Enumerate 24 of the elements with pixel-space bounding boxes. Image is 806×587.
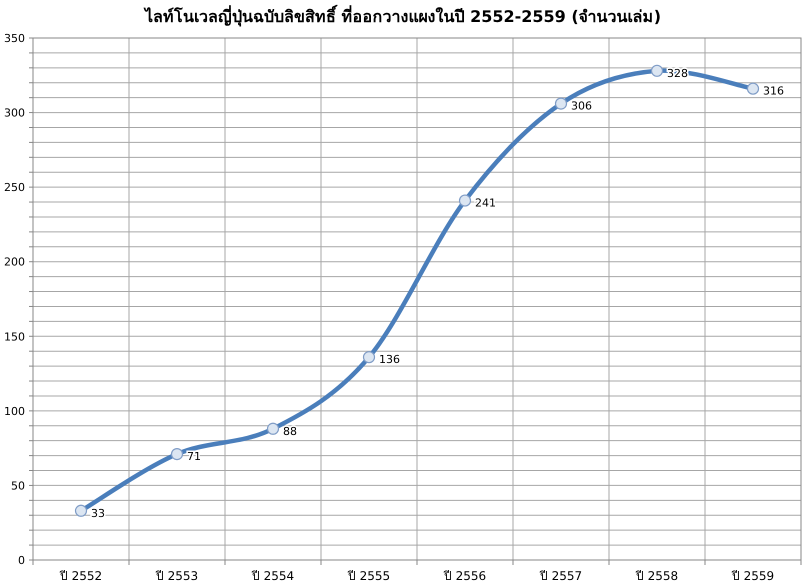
y-tick-label: 150	[4, 330, 25, 344]
y-tick-label: 200	[4, 256, 25, 269]
y-tick-label: 300	[4, 106, 25, 120]
x-tick-label: ปี 2554	[250, 569, 294, 583]
x-tick-label: ปี 2555	[346, 569, 390, 583]
y-tick-label: 350	[4, 32, 25, 45]
x-tick-label: ปี 2558	[634, 569, 678, 583]
data-label: 88	[283, 424, 297, 438]
chart-title: ไลท์โนเวลญี่ปุ่นฉบับลิขสิทธิ์ ที่ออกวางแผงในปี 2552-2559 (จำนวนเล่ม)	[142, 5, 662, 27]
data-label: 241	[475, 196, 496, 210]
data-label: 306	[571, 100, 592, 113]
x-tick-label: ปี 2559	[730, 569, 774, 583]
x-tick-label: ปี 2553	[154, 569, 198, 583]
x-tick-label: ปี 2556	[442, 569, 486, 583]
y-tick-label: 50	[11, 479, 25, 492]
x-tick-label: ปี 2552	[58, 569, 102, 583]
data-label: 316	[763, 84, 784, 98]
data-label: 33	[91, 506, 105, 520]
y-tick-label: 0	[18, 554, 25, 567]
x-tick-label: ปี 2557	[538, 569, 582, 583]
y-tick-label: 250	[4, 181, 25, 194]
data-label: 136	[379, 353, 400, 366]
y-tick-label: 100	[4, 404, 25, 418]
data-label: 71	[187, 450, 201, 464]
